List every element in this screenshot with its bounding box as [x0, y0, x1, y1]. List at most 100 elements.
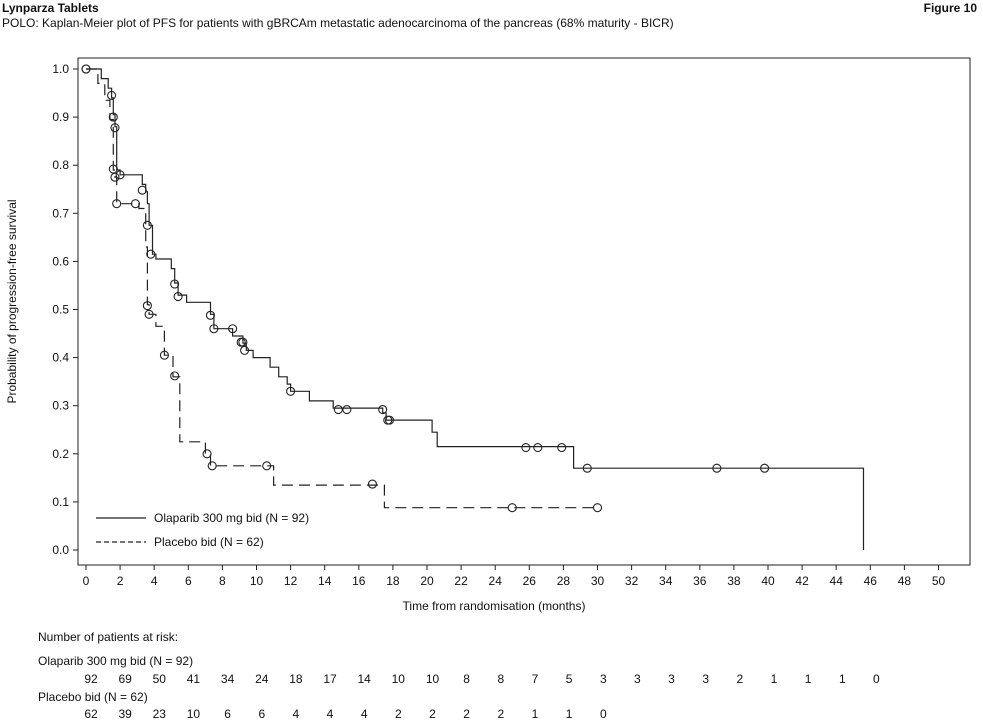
- censor-mark: [333, 404, 343, 415]
- risk-count: 10: [391, 672, 405, 686]
- y-axis-label: Probability of progression-free survival: [5, 199, 19, 403]
- censor-mark: [342, 404, 352, 415]
- risk-count: 6: [258, 707, 266, 721]
- censor-mark: [115, 170, 125, 180]
- censor-mark: [521, 442, 531, 453]
- plot-frame: [77, 57, 971, 566]
- risk-count: 1: [838, 672, 846, 686]
- x-tick-label: 12: [284, 574, 298, 588]
- risk-count: 10: [425, 672, 440, 686]
- censor-mark: [207, 461, 217, 471]
- y-tick-label: 0.1: [52, 495, 69, 509]
- risk-count: 4: [326, 707, 334, 721]
- figure-label: Figure 10: [923, 1, 977, 15]
- risk-count: 3: [599, 672, 607, 686]
- risk-count: 1: [804, 672, 812, 686]
- censor-mark: [557, 442, 567, 453]
- y-tick-label: 0.7: [52, 206, 69, 220]
- x-tick-label: 34: [659, 574, 673, 588]
- risk-count: 39: [118, 707, 132, 721]
- risk-count: 8: [497, 672, 505, 686]
- risk-count: 0: [873, 672, 880, 686]
- risk-count: 10: [186, 707, 201, 721]
- x-tick-label: 10: [250, 574, 264, 588]
- risk-count: 3: [668, 672, 675, 686]
- series-olaparib: [81, 64, 865, 550]
- x-tick-label: 24: [489, 574, 503, 588]
- y-tick-label: 0.6: [52, 254, 69, 268]
- censor-mark: [384, 415, 395, 425]
- censor-mark: [209, 324, 219, 334]
- censor-mark: [110, 123, 120, 133]
- x-tick-label: 16: [352, 574, 366, 588]
- risk-count: 50: [152, 672, 166, 686]
- risk-row-label: Olaparib 300 mg bid (N = 92): [38, 654, 194, 668]
- risk-count: 8: [463, 672, 470, 686]
- censor-mark: [130, 199, 140, 209]
- x-tick-label: 48: [898, 574, 912, 588]
- censor-mark: [142, 301, 152, 311]
- x-axis-label: Time from randomisation (months): [403, 599, 586, 613]
- figure-subtitle: POLO: Kaplan-Meier plot of PFS for patie…: [2, 16, 674, 30]
- censor-mark: [240, 345, 250, 355]
- censor-mark: [367, 479, 377, 489]
- censor-mark: [107, 90, 117, 101]
- risk-count: 41: [186, 672, 201, 686]
- risk-count: 34: [220, 672, 235, 686]
- x-tick-label: 2: [117, 574, 124, 588]
- censor-mark: [137, 185, 147, 195]
- x-tick-label: 38: [727, 574, 741, 588]
- risk-count: 1: [770, 672, 778, 686]
- risk-count: 2: [497, 707, 505, 721]
- censor-mark: [262, 461, 272, 471]
- risk-count: 4: [360, 707, 368, 721]
- risk-count: 2: [463, 707, 470, 721]
- risk-count: 2: [429, 707, 436, 721]
- km-curve: [86, 68, 598, 509]
- y-tick-label: 0.3: [52, 399, 69, 413]
- y-tick-label: 1.0: [52, 62, 69, 76]
- x-tick-label: 30: [591, 574, 605, 588]
- risk-count: 2: [736, 672, 744, 686]
- risk-count: 69: [118, 672, 132, 686]
- censor-mark: [146, 249, 156, 259]
- x-tick-label: 0: [83, 574, 90, 588]
- risk-row-label: Placebo bid (N = 62): [38, 690, 148, 704]
- legend-entry: Olaparib 300 mg bid (N = 92): [154, 511, 309, 525]
- legend-entry: Placebo bid (N = 62): [154, 535, 264, 549]
- plot-axes: 0.00.10.20.30.40.50.60.70.80.91.00 2 4 6 8 10…: [52, 57, 971, 588]
- risk-count: 24: [255, 672, 269, 686]
- risk-count: 4: [292, 707, 300, 721]
- x-tick-label: 8: [219, 574, 226, 588]
- y-tick-label: 0.5: [52, 303, 69, 317]
- censor-mark: [712, 463, 722, 473]
- y-tick-label: 0.0: [52, 543, 69, 557]
- censor-mark: [378, 404, 388, 415]
- risk-count: 2: [394, 707, 402, 721]
- risk-count: 1: [531, 707, 539, 721]
- document-title: Lynparza Tablets: [2, 1, 99, 15]
- x-tick-label: 44: [830, 574, 844, 588]
- y-tick-label: 0.8: [52, 158, 69, 172]
- censor-mark: [170, 371, 180, 381]
- x-tick-label: 18: [386, 574, 400, 588]
- censor-mark: [592, 503, 603, 513]
- censor-mark: [173, 291, 183, 302]
- x-tick-label: 20: [420, 574, 434, 588]
- risk-count: 18: [289, 672, 303, 686]
- risk-count: 1: [565, 707, 573, 721]
- risk-count: 14: [357, 672, 371, 686]
- risk-table-heading: Number of patients at risk:: [38, 630, 179, 644]
- x-tick-label: 14: [318, 574, 332, 588]
- censor-mark: [582, 463, 592, 473]
- x-tick-label: 6: [185, 574, 192, 588]
- censor-mark: [286, 386, 296, 396]
- x-tick-label: 50: [932, 574, 946, 588]
- censor-mark: [228, 324, 238, 334]
- x-tick-label: 42: [795, 574, 809, 588]
- y-tick-label: 0.9: [52, 110, 69, 124]
- censor-mark: [202, 449, 212, 459]
- y-tick-label: 0.4: [52, 351, 69, 365]
- censor-mark: [760, 463, 770, 473]
